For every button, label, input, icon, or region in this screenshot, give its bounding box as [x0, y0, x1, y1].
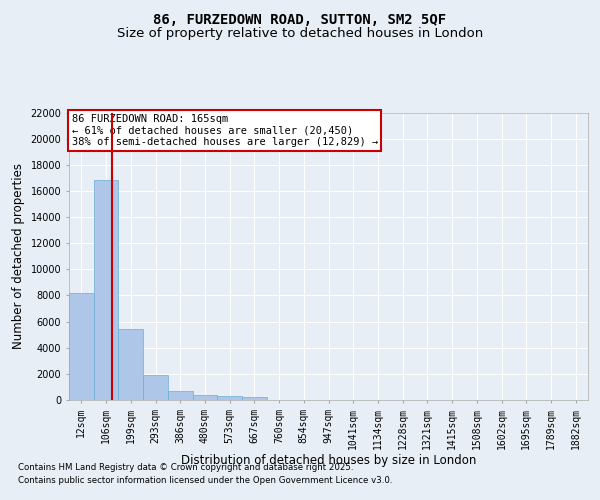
Text: Contains public sector information licensed under the Open Government Licence v3: Contains public sector information licen…	[18, 476, 392, 485]
Bar	[118, 329, 143, 400]
Bar	[143, 375, 168, 400]
Text: Contains HM Land Registry data © Crown copyright and database right 2025.: Contains HM Land Registry data © Crown c…	[18, 462, 353, 471]
Text: 86, FURZEDOWN ROAD, SUTTON, SM2 5QF: 86, FURZEDOWN ROAD, SUTTON, SM2 5QF	[154, 12, 446, 26]
Text: Size of property relative to detached houses in London: Size of property relative to detached ho…	[117, 28, 483, 40]
Bar	[217, 396, 242, 400]
Bar	[242, 398, 267, 400]
Text: 86 FURZEDOWN ROAD: 165sqm
← 61% of detached houses are smaller (20,450)
38% of s: 86 FURZEDOWN ROAD: 165sqm ← 61% of detac…	[71, 114, 378, 147]
X-axis label: Distribution of detached houses by size in London: Distribution of detached houses by size …	[181, 454, 476, 468]
Y-axis label: Number of detached properties: Number of detached properties	[12, 163, 25, 350]
Bar	[168, 391, 193, 400]
Bar	[193, 395, 217, 400]
Bar	[94, 180, 118, 400]
Bar	[69, 293, 94, 400]
